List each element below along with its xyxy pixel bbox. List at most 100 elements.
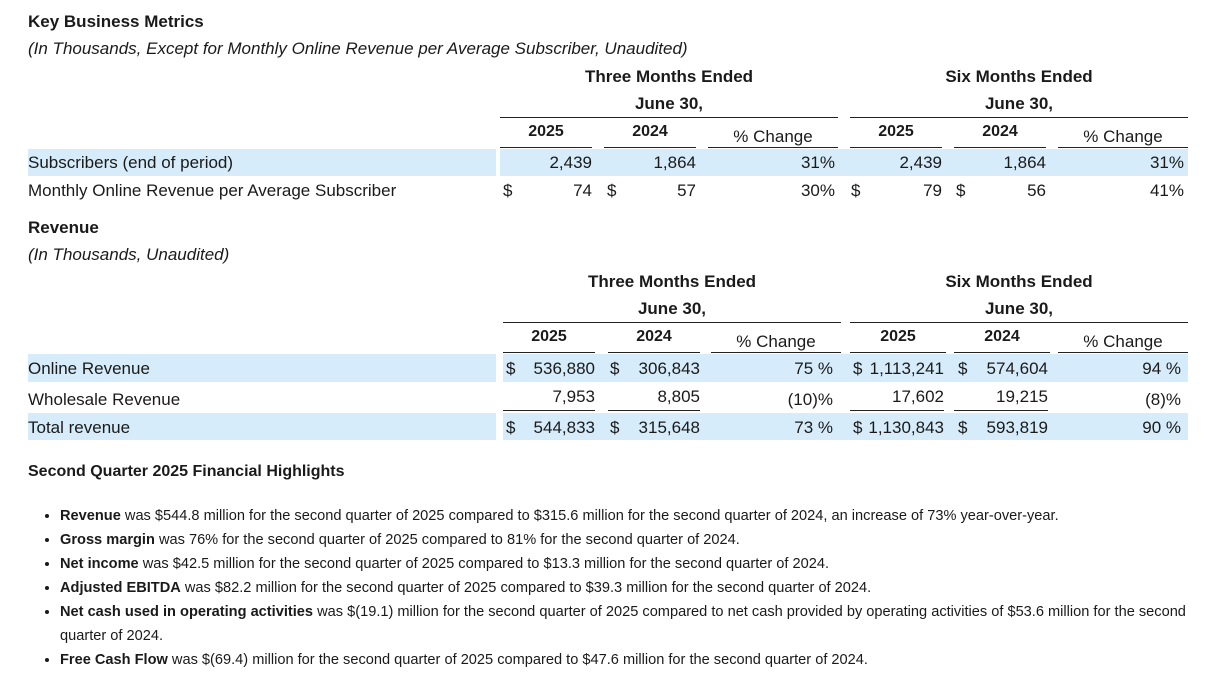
highlight-term: Net income (60, 556, 139, 572)
revenue-six-months-date: June 30, (984, 299, 1054, 318)
metrics-three-months-header: Three Months Ended (584, 67, 754, 86)
value-q-change: (10)% (787, 390, 833, 409)
revenue-three-months-date: June 30, (637, 299, 707, 318)
metrics-col-q2025: 2025 (528, 123, 564, 140)
metrics-rule-qchg (708, 147, 838, 148)
revenue-subtotal-rule-s2024 (954, 410, 1048, 411)
highlight-text: was $544.8 million for the second quarte… (120, 508, 1059, 524)
list-item: Net cash used in operating activities wa… (60, 600, 1210, 648)
value-q2025: 536,880 (533, 359, 595, 378)
metrics-rule-s2024 (954, 147, 1046, 148)
highlight-term: Free Cash Flow (60, 652, 168, 668)
revenue-six-months-header: Six Months Ended (945, 272, 1093, 291)
value-q2024: 315,648 (638, 418, 700, 437)
value-q-change: 31% (800, 153, 835, 172)
revenue-rule-qchg (711, 352, 841, 353)
highlights-title: Second Quarter 2025 Financial Highlights (28, 463, 345, 480)
row-label: Monthly Online Revenue per Average Subsc… (28, 181, 397, 200)
revenue-col-s2025: 2025 (880, 328, 916, 345)
value-q2025: 74 (573, 181, 592, 200)
currency-symbol: $ (958, 359, 968, 378)
list-item: Revenue was $544.8 million for the secon… (60, 504, 1210, 528)
highlight-text: was $(69.4) million for the second quart… (167, 652, 868, 668)
metrics-col-s-change: % Change (1083, 127, 1163, 146)
revenue-three-months-rule (503, 322, 841, 323)
value-q-change: 30% (800, 181, 835, 200)
currency-symbol: $ (506, 418, 516, 437)
revenue-rule-s2024 (954, 352, 1050, 353)
value-q2024: 8,805 (657, 387, 700, 406)
value-s-change: 90 % (1142, 418, 1181, 437)
list-item: Adjusted EBITDA was $82.2 million for th… (60, 576, 1210, 600)
value-s-change: (8)% (1145, 390, 1181, 409)
value-q2024: 57 (677, 181, 696, 200)
revenue-title: Revenue (28, 218, 99, 237)
value-s2024: 19,215 (996, 387, 1048, 406)
currency-symbol: $ (958, 418, 968, 437)
metrics-rule-schg (1058, 147, 1188, 148)
revenue-subtotal-rule-s2025 (850, 410, 944, 411)
metrics-rule-q2024 (604, 147, 696, 148)
metrics-col-q2024: 2024 (632, 123, 668, 140)
highlight-term: Adjusted EBITDA (60, 580, 181, 596)
revenue-row-band (503, 354, 1188, 382)
currency-symbol: $ (853, 359, 863, 378)
highlight-text: was $42.5 million for the second quarter… (138, 556, 830, 572)
row-label: Total revenue (28, 418, 131, 437)
value-s2025: 2,439 (899, 153, 942, 172)
metrics-six-months-header: Six Months Ended (945, 67, 1093, 86)
currency-symbol: $ (607, 181, 617, 200)
revenue-row-band (503, 413, 1188, 440)
row-label: Online Revenue (28, 359, 150, 378)
metrics-title: Key Business Metrics (28, 12, 204, 31)
value-q-change: 73 % (794, 418, 833, 437)
metrics-col-q-change: % Change (733, 127, 813, 146)
metrics-subtitle: (In Thousands, Except for Monthly Online… (28, 39, 688, 58)
currency-symbol: $ (503, 181, 513, 200)
value-s2025: 79 (923, 181, 942, 200)
value-s2025: 17,602 (892, 387, 944, 406)
revenue-col-q-change: % Change (736, 332, 816, 351)
metrics-six-months-rule (850, 117, 1188, 118)
revenue-col-s2024: 2024 (984, 328, 1020, 345)
value-s2024: 574,604 (986, 359, 1048, 378)
value-s-change: 41% (1149, 181, 1184, 200)
metrics-col-s2025: 2025 (878, 123, 914, 140)
value-s2025: 1,130,843 (868, 418, 944, 437)
list-item: Free Cash Flow was $(69.4) million for t… (60, 648, 1210, 672)
value-q2024: 1,864 (653, 153, 696, 172)
highlight-text: was 76% for the second quarter of 2025 c… (154, 532, 740, 548)
currency-symbol: $ (853, 418, 863, 437)
revenue-row-band (28, 413, 496, 440)
currency-symbol: $ (851, 181, 861, 200)
metrics-rule-s2025 (850, 147, 942, 148)
currency-symbol: $ (610, 418, 620, 437)
highlight-term: Gross margin (60, 532, 155, 548)
highlight-term: Net cash used in operating activities (60, 604, 314, 620)
currency-symbol: $ (610, 359, 620, 378)
revenue-col-s-change: % Change (1083, 332, 1163, 351)
metrics-rule-q2025 (500, 147, 592, 148)
revenue-col-q2025: 2025 (531, 328, 567, 345)
metrics-three-months-date: June 30, (634, 94, 704, 113)
list-item: Net income was $42.5 million for the sec… (60, 552, 1210, 576)
row-label: Subscribers (end of period) (28, 153, 234, 172)
metrics-six-months-date: June 30, (984, 94, 1054, 113)
currency-symbol: $ (956, 181, 966, 200)
revenue-row-band (28, 354, 496, 382)
metrics-row-band (28, 149, 496, 176)
highlight-term: Revenue (60, 508, 121, 524)
value-q2024: 306,843 (638, 359, 700, 378)
value-s2025: 1,113,241 (869, 359, 944, 378)
revenue-col-q2024: 2024 (636, 328, 672, 345)
value-s2024: 1,864 (1003, 153, 1046, 172)
value-s-change: 31% (1149, 153, 1184, 172)
metrics-row-band (500, 149, 1188, 176)
value-q-change: 75 % (794, 359, 833, 378)
revenue-six-months-rule (850, 322, 1188, 323)
revenue-subtotal-rule-q2024 (608, 410, 700, 411)
currency-symbol: $ (506, 359, 516, 378)
metrics-three-months-rule (500, 117, 838, 118)
row-label: Wholesale Revenue (28, 390, 181, 409)
highlights-list: Revenue was $544.8 million for the secon… (36, 504, 1210, 672)
